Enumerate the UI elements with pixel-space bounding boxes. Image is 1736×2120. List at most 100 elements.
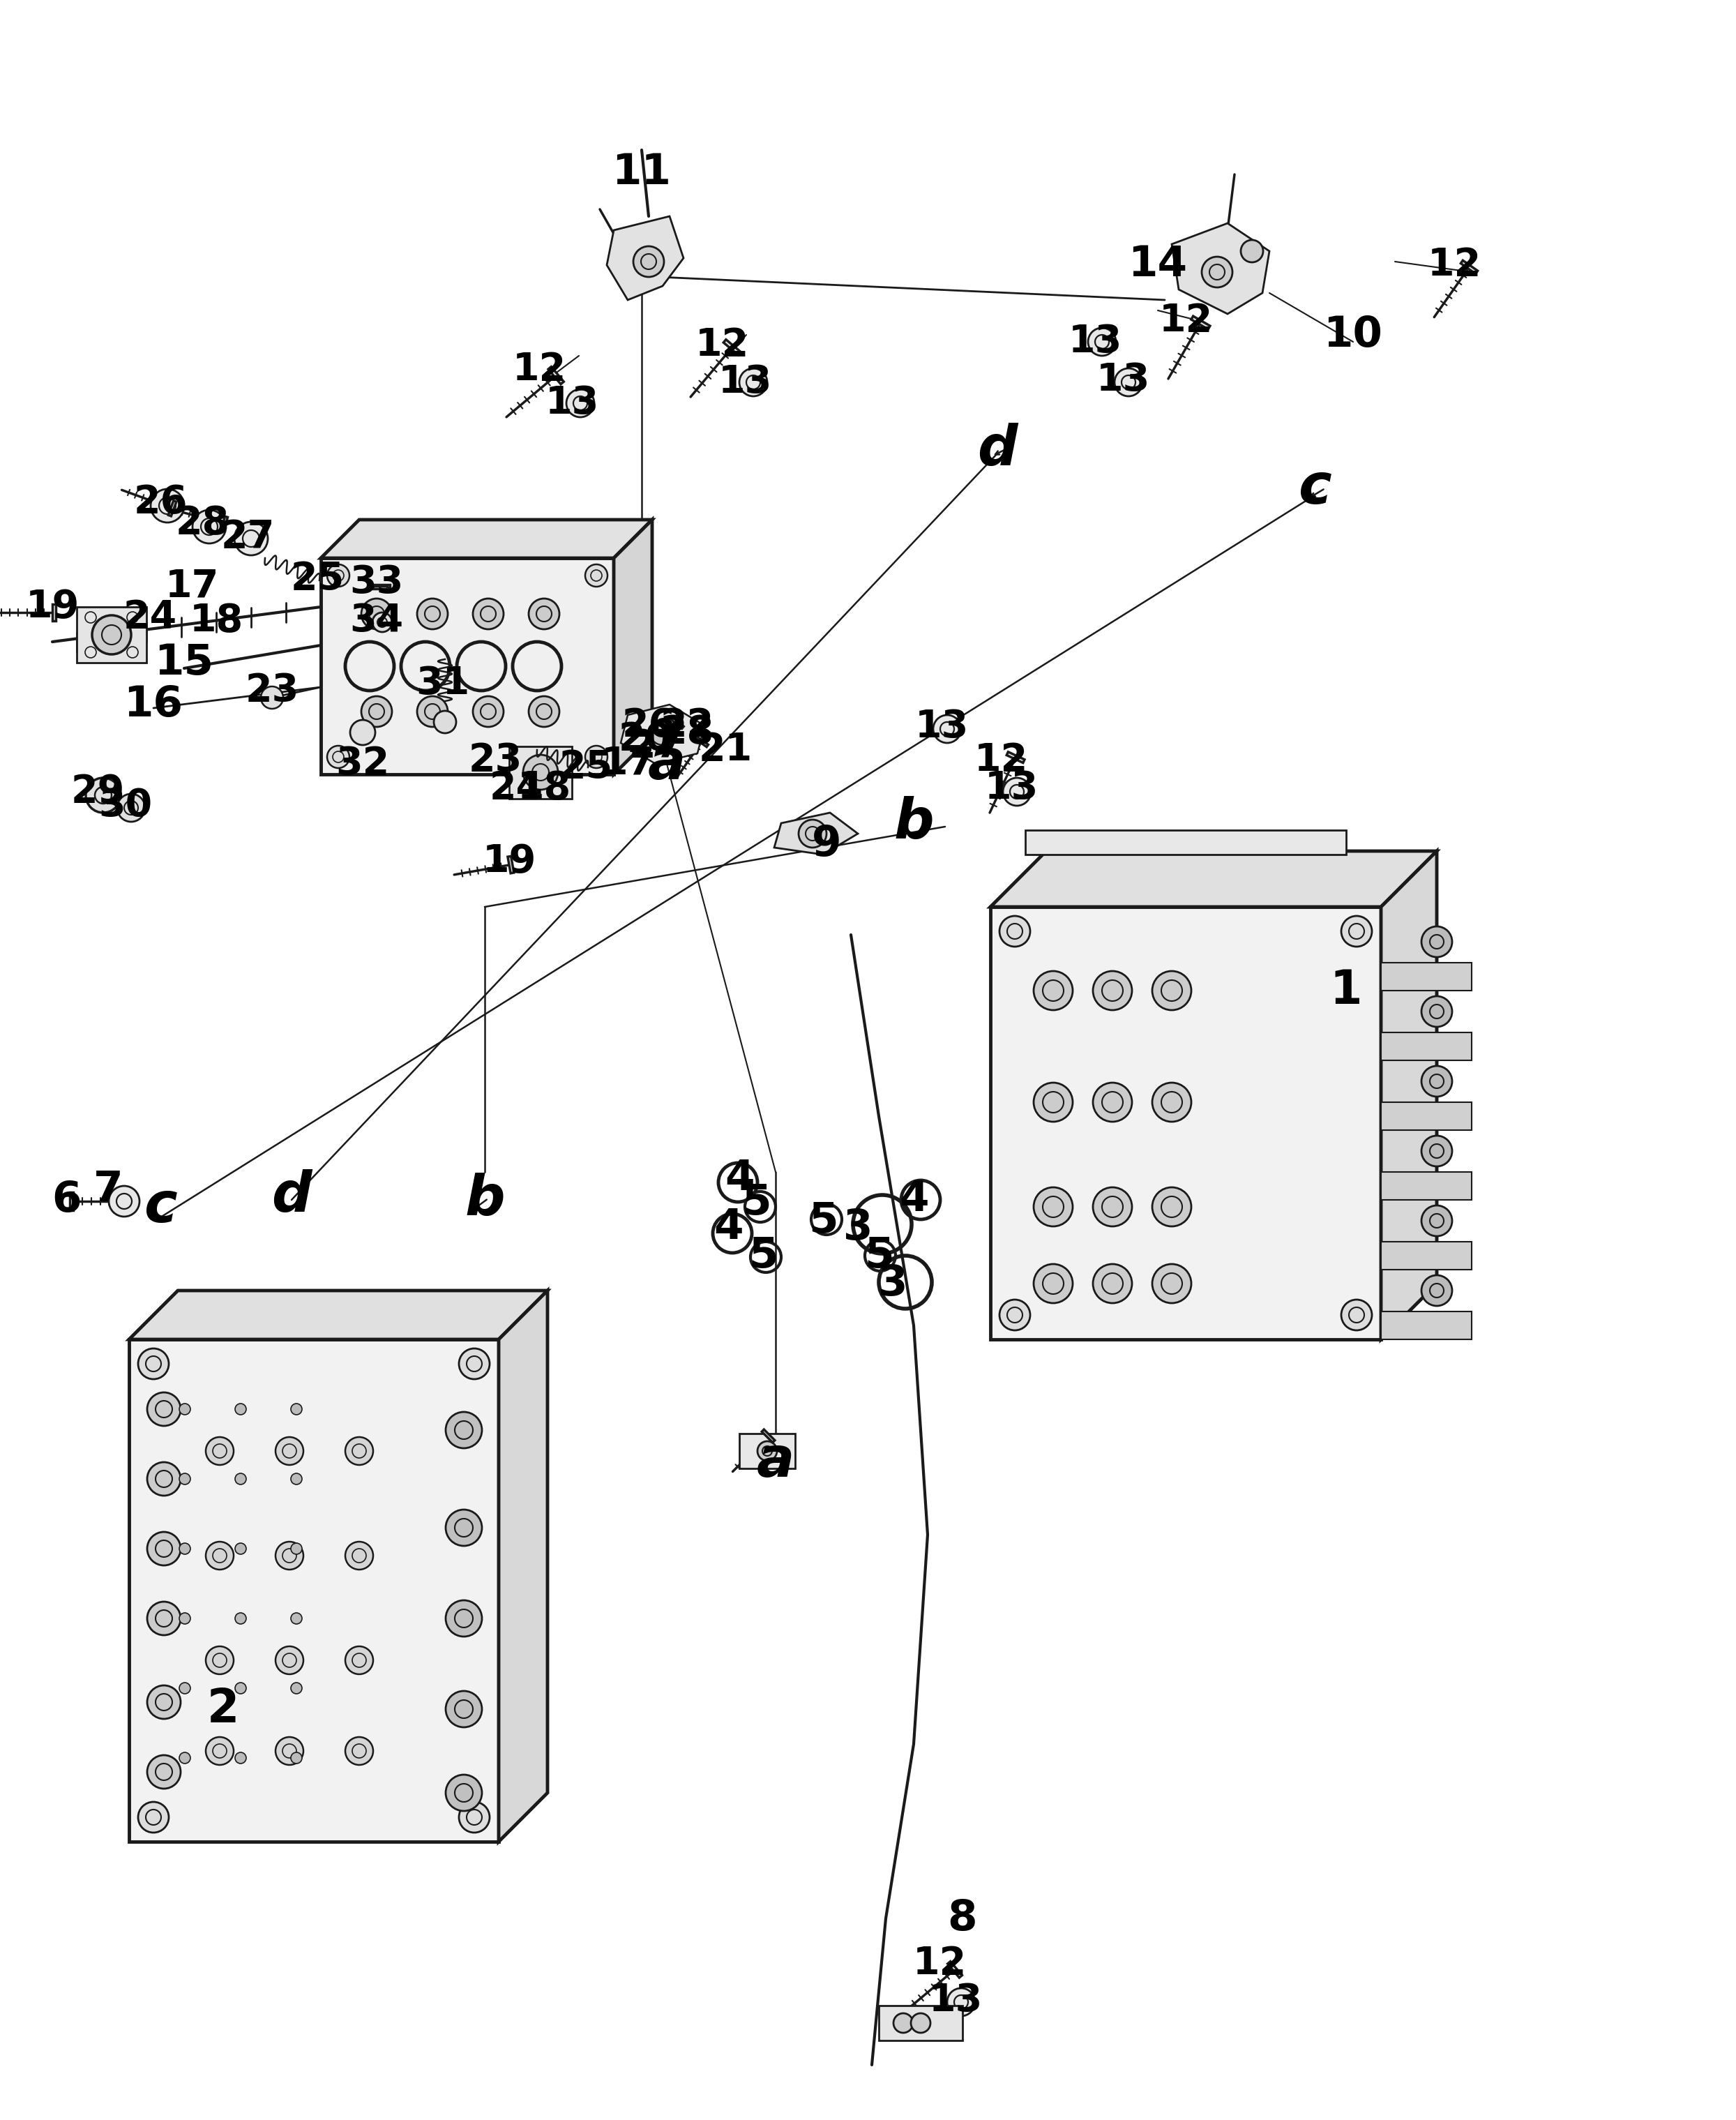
Text: 2: 2: [207, 1685, 240, 1732]
Circle shape: [179, 1543, 191, 1554]
Circle shape: [458, 1348, 490, 1380]
Text: a: a: [757, 1435, 795, 1488]
Text: 12: 12: [512, 352, 566, 388]
Text: b: b: [894, 795, 934, 850]
Circle shape: [1342, 916, 1371, 948]
Polygon shape: [694, 736, 708, 746]
Text: 33: 33: [349, 564, 403, 602]
Bar: [1382, 1102, 1472, 1130]
Text: 22: 22: [660, 706, 713, 744]
Circle shape: [179, 1683, 191, 1694]
Polygon shape: [991, 850, 1437, 907]
Text: c: c: [1299, 462, 1332, 515]
Circle shape: [207, 1541, 234, 1569]
Text: 25: 25: [559, 748, 613, 787]
Text: 12: 12: [1427, 246, 1481, 284]
Polygon shape: [1460, 261, 1477, 273]
Polygon shape: [375, 585, 391, 587]
Text: 26: 26: [134, 483, 187, 522]
Circle shape: [1153, 1187, 1191, 1225]
Circle shape: [276, 1541, 304, 1569]
Polygon shape: [1007, 753, 1024, 763]
Text: 19: 19: [26, 587, 80, 625]
Circle shape: [649, 721, 675, 744]
Circle shape: [109, 1185, 139, 1217]
Circle shape: [292, 1753, 302, 1764]
Circle shape: [1000, 916, 1029, 948]
Circle shape: [207, 1736, 234, 1766]
Polygon shape: [498, 1291, 547, 1842]
Circle shape: [207, 1647, 234, 1675]
Circle shape: [1094, 1264, 1132, 1304]
Circle shape: [276, 1437, 304, 1465]
Text: 5: 5: [741, 1183, 771, 1223]
Text: 10: 10: [1323, 314, 1382, 356]
Text: 28: 28: [660, 714, 713, 750]
Text: 12: 12: [694, 326, 748, 365]
Circle shape: [234, 522, 267, 555]
Circle shape: [1033, 971, 1073, 1009]
Circle shape: [1000, 1300, 1029, 1331]
Bar: [878, 2006, 962, 2039]
Text: 8: 8: [948, 1897, 977, 1940]
Circle shape: [446, 1774, 483, 1810]
Bar: [740, 1433, 795, 1469]
Bar: [1382, 1242, 1472, 1270]
Circle shape: [1422, 1066, 1451, 1096]
Circle shape: [148, 1755, 181, 1789]
Text: 16: 16: [123, 685, 182, 725]
Circle shape: [292, 1613, 302, 1624]
Bar: [509, 746, 571, 799]
Bar: [128, 1340, 498, 1842]
Text: 17: 17: [165, 568, 219, 604]
Text: 13: 13: [984, 770, 1038, 808]
Polygon shape: [672, 717, 684, 729]
Text: c: c: [144, 1179, 177, 1234]
Text: 23: 23: [245, 672, 299, 710]
Circle shape: [634, 246, 663, 278]
Bar: [1382, 1032, 1472, 1060]
Circle shape: [417, 695, 448, 727]
Circle shape: [1003, 778, 1031, 806]
Circle shape: [139, 1802, 168, 1832]
Text: 13: 13: [1095, 360, 1149, 399]
Circle shape: [260, 687, 283, 708]
Circle shape: [1422, 1276, 1451, 1306]
Text: 17: 17: [601, 744, 654, 782]
Text: 18: 18: [517, 770, 571, 808]
Circle shape: [1088, 329, 1116, 356]
Circle shape: [361, 695, 392, 727]
Text: 1: 1: [1330, 967, 1363, 1013]
Polygon shape: [321, 519, 653, 558]
Circle shape: [373, 613, 392, 632]
Text: 30: 30: [99, 787, 153, 825]
Circle shape: [1201, 257, 1233, 288]
Circle shape: [292, 1543, 302, 1554]
Text: d: d: [977, 422, 1017, 477]
Circle shape: [148, 1685, 181, 1719]
Text: a: a: [648, 736, 686, 791]
Circle shape: [1033, 1083, 1073, 1121]
Circle shape: [1422, 996, 1451, 1026]
Polygon shape: [774, 812, 858, 854]
Text: 3: 3: [844, 1206, 873, 1249]
Text: 18: 18: [189, 602, 243, 640]
Polygon shape: [1191, 316, 1210, 329]
Circle shape: [276, 1736, 304, 1766]
Text: 32: 32: [335, 744, 389, 782]
Circle shape: [116, 793, 146, 823]
Polygon shape: [762, 1429, 774, 1442]
Text: 5: 5: [865, 1236, 894, 1276]
Text: 13: 13: [719, 363, 773, 401]
Bar: [991, 907, 1382, 1340]
Text: 5: 5: [748, 1236, 778, 1276]
Polygon shape: [69, 1191, 73, 1211]
Circle shape: [361, 598, 392, 630]
Text: 5: 5: [809, 1200, 838, 1242]
Circle shape: [151, 490, 184, 522]
Circle shape: [585, 564, 608, 587]
Polygon shape: [549, 367, 564, 384]
Bar: [1382, 962, 1472, 990]
Circle shape: [894, 2014, 913, 2033]
Circle shape: [523, 755, 557, 789]
